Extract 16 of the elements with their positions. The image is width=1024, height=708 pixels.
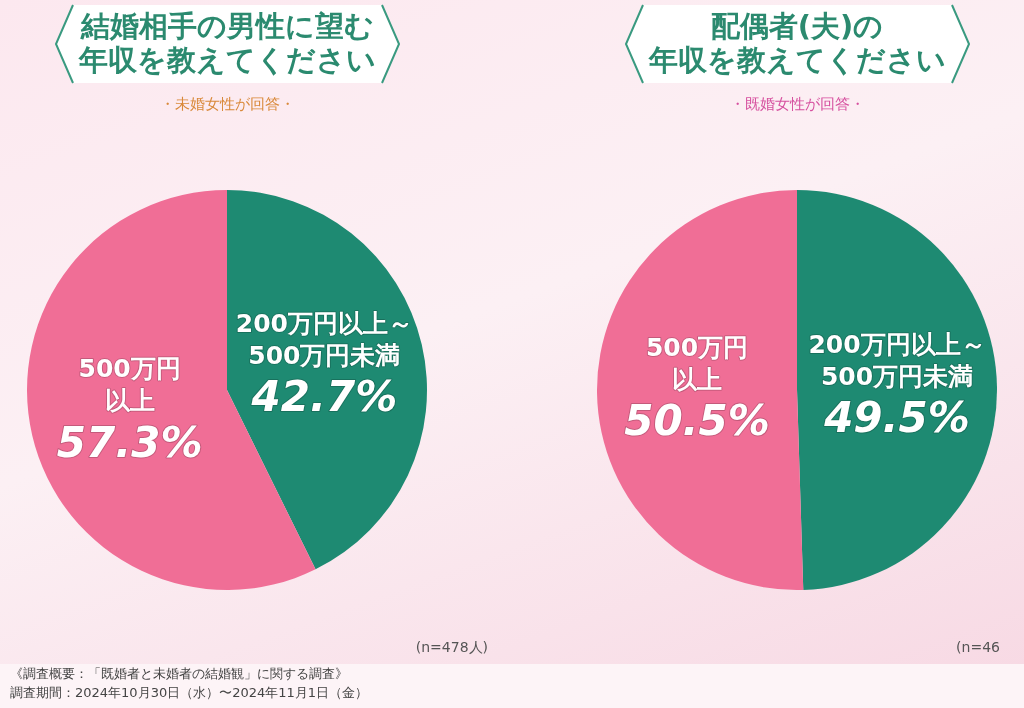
text: 《調査概要：「既婚者と未婚者の結婚観」に関する調査》 (9, 665, 349, 683)
text: 調査期間：2024年10月30日（水）〜2024年11月1日（金） (9, 684, 370, 702)
slice-label: 200万円以上～500万円未満 (235, 308, 413, 370)
data-label: 42.7% (250, 372, 398, 422)
chart-subtitle: ・未婚女性が回答・ (158, 94, 296, 114)
text: (n=46 (956, 638, 1000, 656)
data-label: 57.3% (56, 417, 203, 467)
slice-label: 500万円以上 (78, 354, 181, 416)
data-label: 50.5% (624, 396, 770, 446)
text: (n=478人) (415, 638, 488, 656)
chart-title: 配偶者(夫)の年収を教えてください (647, 9, 947, 77)
chart-title: 結婚相手の男性に望む年収を教えてください (77, 9, 377, 77)
slice-label: 200万円以上～500万円未満 (808, 329, 986, 391)
slice-label: 500万円以上 (645, 333, 749, 395)
data-label: 49.5% (823, 393, 970, 443)
chart-subtitle: ・既婚女性が回答・ (728, 94, 866, 114)
